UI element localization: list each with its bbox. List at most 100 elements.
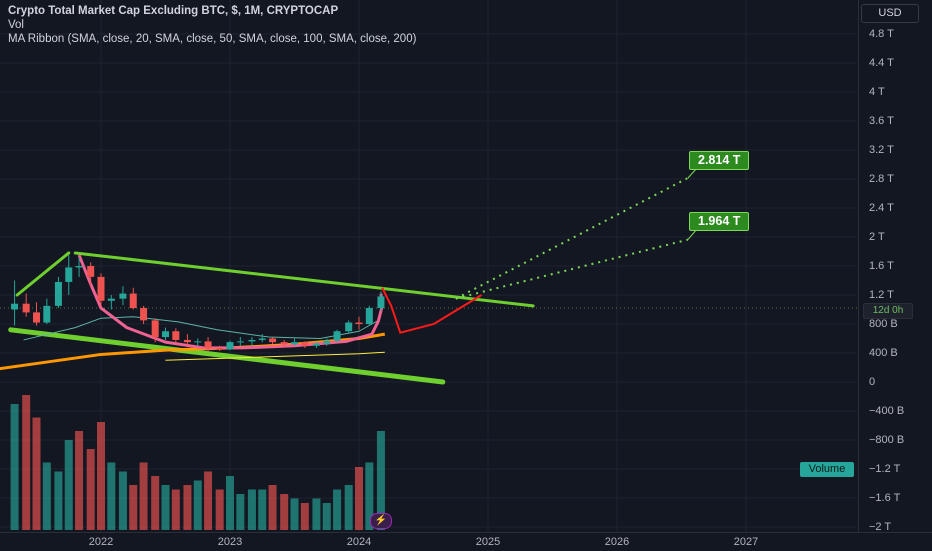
volume-bar	[333, 489, 342, 530]
y-tick-label: 1.2 T	[869, 289, 894, 301]
candle-body	[33, 312, 40, 323]
bar-countdown-tag: 12d 0h	[863, 303, 913, 319]
projection-path	[381, 287, 483, 334]
volume-bar	[64, 440, 73, 530]
candle-body	[236, 341, 244, 343]
candle-body	[312, 343, 320, 346]
volume-bar	[322, 503, 331, 530]
x-tick-label: 2023	[217, 536, 243, 548]
candle-body	[216, 347, 224, 350]
y-tick-label: 4.8 T	[869, 28, 894, 40]
x-tick-label: 2026	[604, 536, 630, 548]
y-tick-label: 3.2 T	[869, 144, 894, 156]
x-tick-label: 2025	[475, 536, 501, 548]
candle-body	[65, 267, 73, 282]
y-tick-label: 2.4 T	[869, 202, 894, 214]
trendline	[73, 251, 535, 308]
candle-body	[258, 338, 266, 340]
candle-body	[162, 331, 169, 338]
volume-bar	[268, 485, 277, 530]
legend-title[interactable]: Crypto Total Market Cap Excluding BTC, $…	[8, 5, 339, 17]
candle-body	[365, 308, 373, 324]
price-chart[interactable]	[0, 0, 857, 532]
target-dotted-line	[455, 177, 689, 300]
volume-bar	[355, 467, 363, 530]
volume-bar	[258, 489, 267, 530]
x-tick-label: 2024	[346, 536, 372, 548]
volume-bar	[236, 494, 245, 530]
time-axis[interactable]: 2022 2023 2024 2025 2026 2027	[0, 532, 932, 551]
volume-bar	[171, 489, 180, 530]
volume-tag: Volume	[800, 462, 854, 477]
legend-vol[interactable]: Vol	[8, 19, 24, 31]
candle-body	[248, 339, 256, 342]
candle-body	[11, 303, 19, 310]
target-label-low[interactable]: 1.964 T	[689, 212, 750, 231]
volume-bar	[300, 503, 309, 530]
candle-body	[172, 331, 180, 340]
y-tick-label: 4 T	[869, 86, 885, 98]
volume-bar	[312, 498, 321, 530]
candlesticks	[11, 255, 385, 352]
currency-button[interactable]: USD	[861, 4, 919, 23]
volume-bar	[376, 431, 385, 530]
target-label-high[interactable]: 2.814 T	[689, 151, 750, 170]
volume-bar	[32, 417, 41, 530]
candle-body	[140, 308, 148, 321]
y-tick-label: −2 T	[869, 521, 892, 533]
volume-bar	[215, 489, 224, 530]
candle-body	[194, 341, 202, 343]
volume-bar	[107, 462, 116, 530]
y-tick-label: 400 B	[869, 347, 898, 359]
trendline	[15, 251, 71, 297]
volume-bar	[10, 404, 19, 530]
candle-body	[333, 331, 341, 341]
candle-body	[204, 341, 212, 348]
volume-bars	[10, 395, 385, 530]
candle-body	[87, 266, 95, 277]
candle-body	[22, 303, 30, 313]
candle-body	[345, 322, 353, 332]
candle-body	[280, 342, 288, 345]
volume-bar	[161, 485, 170, 530]
price-axis[interactable]: 4.8 T 4.4 T 4 T 3.6 T 3.2 T 2.8 T 2.4 T 2 T 1.6 …	[858, 0, 932, 533]
candle-body	[129, 293, 137, 309]
volume-bar	[151, 476, 160, 530]
grid-lines	[0, 0, 857, 532]
lightning-icon[interactable]: ⚡	[370, 513, 392, 529]
y-tick-label: −400 B	[869, 405, 905, 417]
candle-body	[119, 293, 127, 299]
y-tick-label: 0	[869, 376, 876, 388]
y-tick-label: 3.6 T	[869, 115, 894, 127]
candle-body	[54, 281, 62, 306]
trendline	[8, 327, 446, 385]
candle-body	[107, 298, 115, 301]
candle-body	[43, 305, 51, 323]
y-tick-label: −800 B	[869, 434, 905, 446]
y-tick-label: −1.6 T	[869, 492, 901, 504]
candle-body	[183, 339, 191, 343]
projection-lines	[381, 167, 698, 334]
y-tick-label: 2.8 T	[869, 173, 894, 185]
candle-body	[377, 296, 385, 309]
ma200-line	[165, 351, 385, 361]
legend-ma-ribbon[interactable]: MA Ribbon (SMA, close, 20, SMA, close, 5…	[8, 33, 417, 45]
volume-bar	[204, 471, 213, 530]
x-tick-label: 2027	[733, 536, 759, 548]
volume-bar	[86, 449, 95, 530]
volume-bar	[97, 422, 105, 530]
volume-bar	[344, 485, 353, 530]
volume-bar	[75, 431, 84, 530]
volume-bar	[129, 485, 138, 530]
volume-bar	[280, 494, 289, 530]
y-tick-label: 4.4 T	[869, 57, 894, 69]
ma20-line	[77, 254, 384, 350]
volume-bar	[139, 462, 148, 530]
candle-body	[226, 342, 234, 350]
chart-legend: Crypto Total Market Cap Excluding BTC, $…	[8, 4, 416, 46]
candle-body	[301, 342, 309, 346]
candle-body	[269, 338, 277, 343]
volume-bar	[118, 471, 127, 530]
candle-body	[151, 320, 159, 338]
candle-body	[97, 276, 105, 301]
